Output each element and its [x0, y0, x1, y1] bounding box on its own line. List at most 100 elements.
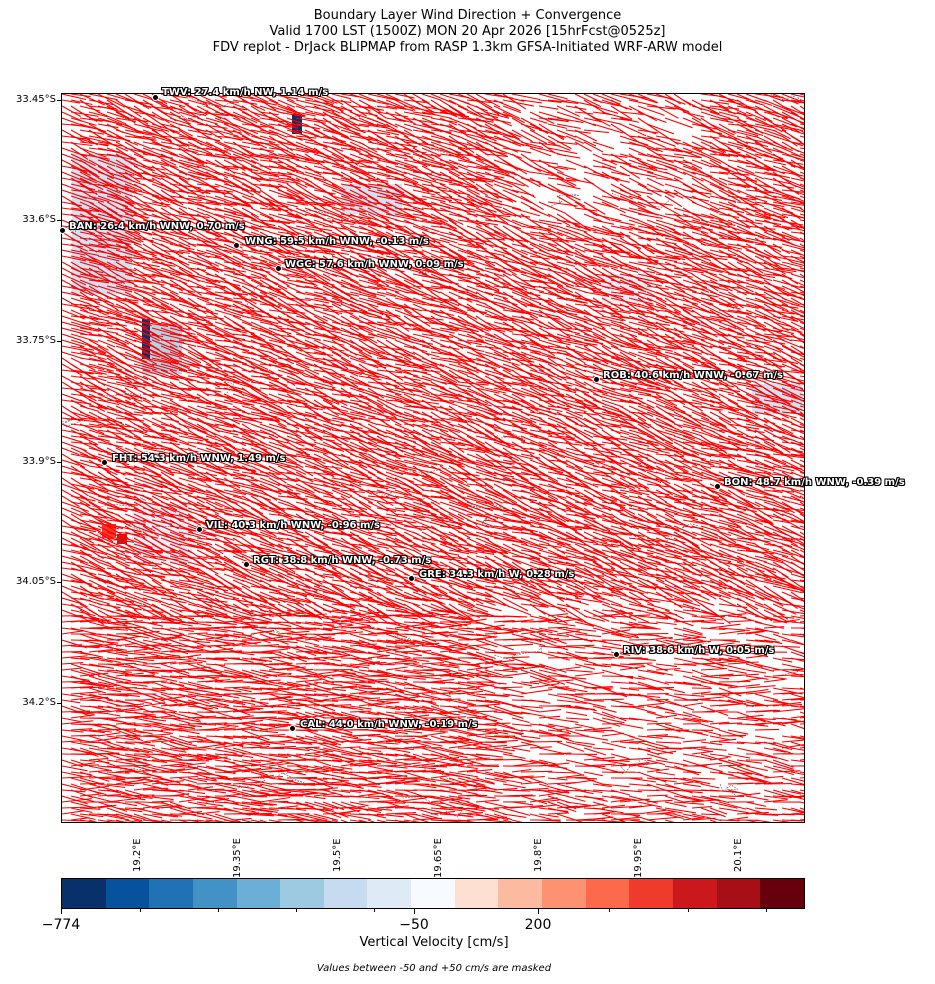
wind-streak: [178, 183, 197, 195]
wind-streak: [520, 141, 544, 149]
wind-streak: [556, 189, 581, 201]
wind-streak: [313, 201, 345, 211]
wind-streak: [619, 153, 642, 160]
wind-streak: [565, 177, 594, 185]
wind-streak: [448, 159, 468, 169]
wind-streak: [62, 147, 87, 158]
wind-streak: [70, 117, 97, 126]
wind-streak: [394, 171, 419, 184]
wind-streak: [403, 159, 431, 167]
wind-streak: [745, 213, 771, 220]
wind-streak: [322, 94, 344, 106]
wind-streak: [385, 195, 406, 204]
wind-streak: [62, 94, 87, 101]
wind-streak: [565, 135, 585, 144]
wind-streak: [214, 159, 236, 175]
wind-streak: [781, 153, 804, 161]
wind-streak: [331, 177, 353, 184]
wind-streak: [106, 207, 123, 219]
wind-streak: [403, 177, 430, 190]
convergence-contour: [783, 496, 804, 500]
wind-streak: [583, 177, 606, 193]
wind-streak: [187, 135, 213, 147]
wind-streak: [547, 94, 568, 100]
wind-streak: [358, 165, 388, 171]
convergence-contour: [141, 447, 168, 458]
wind-streak: [502, 94, 527, 110]
wind-streak: [223, 183, 249, 191]
wind-streak: [439, 147, 465, 159]
wind-streak: [340, 165, 370, 176]
wind-streak: [655, 213, 686, 223]
wind-streak: [79, 135, 112, 144]
wind-streak: [718, 159, 738, 172]
wind-streak: [412, 207, 432, 218]
wind-streak: [241, 105, 260, 118]
wind-streak: [79, 171, 97, 182]
wind-streak: [601, 111, 633, 121]
wind-streak: [286, 135, 314, 142]
wind-streak: [160, 99, 186, 108]
wind-streak: [727, 94, 750, 101]
wind-streak: [655, 159, 677, 168]
wind-streak: [502, 387, 526, 398]
wind-streak: [286, 459, 304, 469]
wind-streak: [475, 117, 505, 131]
wind-streak: [214, 111, 237, 117]
wind-streak: [592, 123, 623, 134]
wind-streak: [520, 417, 542, 429]
wind-streak: [241, 117, 262, 129]
wind-streak: [691, 135, 712, 144]
wind-streak: [700, 105, 729, 112]
wind-streak: [790, 153, 804, 159]
wind-streak: [223, 321, 242, 333]
wind-streak: [592, 141, 615, 150]
wind-streak: [421, 153, 441, 157]
wind-streak: [601, 94, 622, 103]
convergence-contour: [125, 522, 175, 532]
wind-streak: [205, 159, 230, 172]
wind-streak: [457, 123, 485, 139]
wind-streak: [106, 189, 135, 204]
wind-streak: [259, 129, 279, 135]
wind-streak: [799, 135, 804, 138]
wind-streak: [439, 195, 462, 202]
wind-streak: [151, 123, 180, 134]
wind-streak: [421, 189, 441, 194]
wind-streak: [628, 165, 654, 174]
wind-streak: [187, 219, 210, 232]
wind-streak: [736, 189, 759, 200]
wind-streak: [484, 189, 514, 203]
wind-streak: [313, 147, 340, 166]
wind-streak: [475, 111, 499, 119]
wind-streak: [709, 153, 731, 157]
wind-streak: [286, 189, 305, 200]
wind-streak: [700, 129, 722, 135]
wind-streak: [62, 213, 94, 219]
wind-streak: [790, 171, 804, 180]
wind-streak: [340, 207, 366, 213]
wind-streak: [439, 159, 459, 165]
wind-streak: [232, 123, 258, 135]
wind-streak: [655, 429, 676, 437]
wind-streak: [484, 105, 509, 118]
wind-streak: [565, 159, 587, 169]
wind-streak: [745, 165, 776, 172]
wind-streak: [790, 99, 804, 103]
wind-streak: [718, 94, 737, 104]
wind-streak: [583, 207, 611, 221]
convergence-contour: [180, 105, 211, 122]
wind-streak: [223, 159, 246, 171]
wind-streak: [682, 141, 703, 152]
wind-streak: [403, 219, 429, 231]
wind-streak: [331, 195, 354, 203]
wind-streak: [502, 105, 522, 114]
wind-streak: [322, 201, 355, 207]
wind-streak: [160, 213, 185, 226]
wind-streak: [70, 213, 96, 229]
wind-streak: [295, 291, 327, 299]
wind-streak: [709, 207, 730, 217]
wind-streak: [124, 129, 152, 136]
wind-streak: [268, 219, 295, 224]
wind-streak: [62, 99, 81, 104]
